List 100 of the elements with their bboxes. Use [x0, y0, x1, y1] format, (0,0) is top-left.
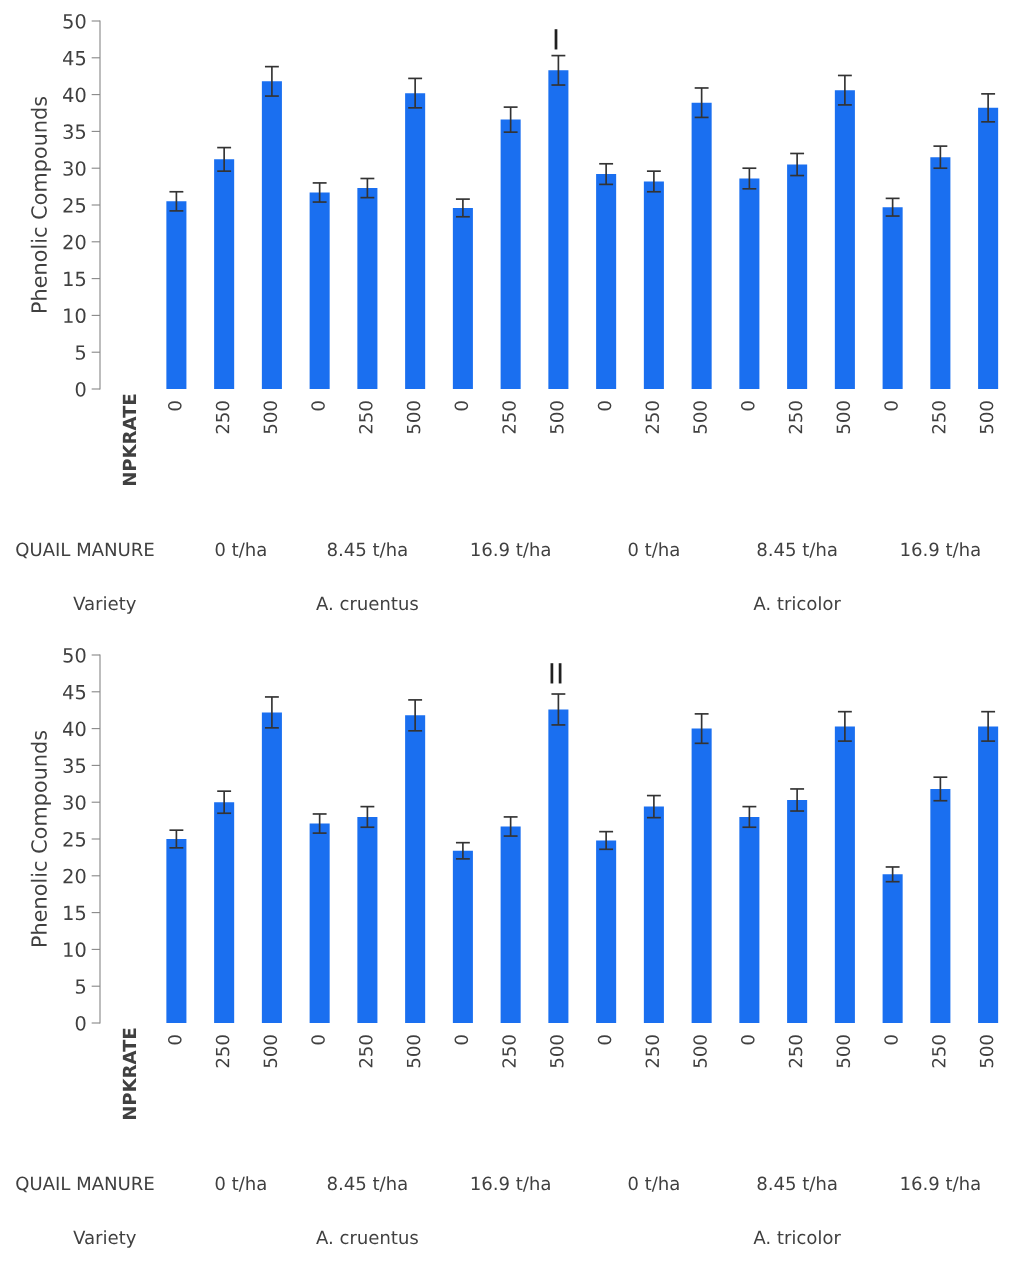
- text: 8.45 t/ha: [327, 1176, 407, 1192]
- bar: [834, 726, 855, 1023]
- y-tick-label: 5: [75, 979, 86, 994]
- text: 8.45 t/ha: [757, 542, 837, 558]
- bar: [261, 712, 282, 1023]
- y-tick-label: 45: [63, 51, 86, 66]
- chart-title: I: [554, 29, 558, 50]
- x-tick-label: 0: [454, 401, 469, 411]
- bar: [261, 81, 282, 389]
- bar: [214, 802, 235, 1023]
- y-tick-label: 5: [75, 345, 86, 360]
- x-tick-label: 500: [836, 401, 851, 434]
- x-tick-label: 500: [836, 1035, 851, 1068]
- x-tick-label: 250: [788, 401, 803, 434]
- bar: [309, 823, 330, 1023]
- bar: [596, 840, 617, 1023]
- x-tick-label: 250: [502, 1035, 516, 1068]
- x-tick-label: 0: [311, 401, 325, 411]
- x-tick-label: 250: [645, 401, 660, 434]
- y-tick-label: 10: [64, 942, 86, 958]
- x-tick-label: 0: [167, 401, 182, 411]
- y-tick-label: 50: [63, 647, 86, 663]
- bar: [548, 709, 569, 1023]
- y-tick-label: 40: [63, 87, 86, 103]
- x-tick-label: 250: [645, 1035, 660, 1068]
- text: QUAIL MANURE: [16, 542, 154, 559]
- bar: [643, 806, 664, 1023]
- bar: [596, 174, 617, 389]
- text: A. tricolor: [753, 596, 841, 611]
- bar: [930, 157, 951, 389]
- bar: [214, 159, 235, 389]
- bar: [787, 799, 808, 1023]
- bar: [452, 850, 473, 1023]
- bar: [691, 728, 712, 1023]
- text: A. cruentus: [316, 596, 418, 611]
- text: QUAIL MANURE: [16, 1176, 154, 1193]
- bar: [787, 164, 808, 389]
- x-tick-label: 250: [788, 1035, 803, 1068]
- y-axis-title: Phenolic Compounds: [30, 730, 51, 947]
- y-tick-label: 0: [75, 1015, 86, 1031]
- text: 16.9 t/ha: [471, 1176, 550, 1192]
- bar: [166, 201, 187, 389]
- x-tick-label: 500: [693, 1035, 707, 1068]
- chart-title: II: [550, 663, 562, 684]
- text: 8.45 t/ha: [757, 1176, 837, 1192]
- text: 16.9 t/ha: [471, 542, 550, 558]
- text: NPKRATE: [122, 394, 137, 486]
- y-tick-label: 15: [64, 905, 86, 921]
- x-tick-label: 0: [311, 1035, 325, 1045]
- y-tick-label: 30: [63, 795, 86, 810]
- text: A. cruentus: [316, 1230, 418, 1245]
- y-tick-label: 25: [63, 197, 86, 213]
- bar: [882, 874, 903, 1023]
- x-tick-label: 500: [979, 401, 994, 434]
- x-tick-label: 0: [167, 1035, 182, 1045]
- x-tick-label: 250: [358, 401, 373, 434]
- x-tick-label: 250: [358, 1035, 373, 1068]
- x-tick-label: 250: [215, 401, 230, 434]
- text: Variety: [73, 596, 136, 614]
- y-tick-label: 30: [63, 161, 86, 176]
- x-tick-label: 500: [406, 1035, 421, 1068]
- text: 0 t/ha: [628, 1176, 679, 1192]
- text: 16.9 t/ha: [901, 1176, 980, 1192]
- y-axis-title: Phenolic Compounds: [30, 96, 51, 313]
- x-tick-label: 500: [406, 401, 421, 434]
- y-tick-label: 20: [63, 234, 86, 250]
- x-tick-label: 250: [931, 401, 946, 434]
- bar: [405, 715, 426, 1023]
- bar: [405, 93, 426, 389]
- y-tick-label: 35: [63, 124, 86, 140]
- y-tick-label: 35: [63, 758, 86, 774]
- x-tick-label: 0: [597, 1035, 612, 1045]
- text: 0 t/ha: [215, 1176, 266, 1192]
- y-tick-label: 25: [63, 831, 86, 847]
- x-tick-label: 250: [931, 1035, 946, 1068]
- x-tick-label: 0: [740, 1035, 755, 1045]
- x-tick-label: 0: [884, 401, 898, 411]
- bar: [500, 826, 521, 1023]
- x-tick-label: 500: [549, 1035, 564, 1068]
- bar: [166, 839, 187, 1023]
- text: A. tricolor: [753, 1230, 841, 1245]
- bar: [357, 188, 378, 389]
- bar: [643, 181, 664, 389]
- bar: [357, 816, 378, 1023]
- y-tick-label: 50: [63, 13, 86, 29]
- x-tick-label: 0: [454, 1035, 469, 1045]
- text: 8.45 t/ha: [327, 542, 407, 558]
- y-tick-label: 0: [75, 381, 86, 397]
- y-tick-label: 40: [63, 721, 86, 737]
- bar: [882, 207, 903, 389]
- y-tick-label: 20: [63, 868, 86, 884]
- y-tick-label: 45: [63, 685, 86, 700]
- y-tick-label: 15: [64, 271, 86, 287]
- bar: [739, 816, 760, 1023]
- x-tick-label: 0: [740, 401, 755, 411]
- x-tick-label: 0: [597, 401, 612, 411]
- bar: [930, 788, 951, 1023]
- x-tick-label: 500: [693, 401, 707, 434]
- x-tick-label: 250: [215, 1035, 230, 1068]
- bar: [834, 90, 855, 389]
